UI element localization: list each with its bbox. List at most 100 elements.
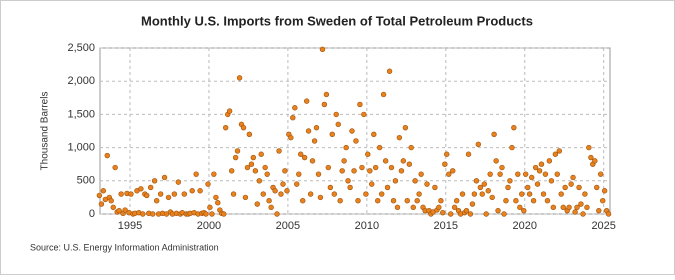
point bbox=[221, 211, 227, 217]
point bbox=[104, 152, 110, 159]
point bbox=[467, 211, 474, 217]
point bbox=[558, 191, 564, 197]
point bbox=[499, 164, 505, 171]
point bbox=[323, 91, 330, 98]
point bbox=[262, 164, 268, 171]
point bbox=[507, 178, 513, 184]
point bbox=[388, 164, 395, 171]
point bbox=[566, 204, 572, 211]
point bbox=[165, 194, 172, 201]
point bbox=[540, 191, 547, 197]
point bbox=[400, 158, 407, 164]
point bbox=[256, 178, 263, 184]
point bbox=[511, 124, 517, 131]
point bbox=[98, 201, 105, 207]
x-tick-label: 2015 bbox=[434, 220, 458, 232]
point bbox=[175, 179, 182, 185]
point bbox=[597, 171, 604, 177]
point bbox=[375, 198, 381, 204]
point bbox=[483, 211, 489, 217]
point bbox=[266, 198, 272, 204]
y-tick-label: 500 bbox=[77, 175, 95, 187]
point bbox=[376, 144, 383, 151]
point bbox=[294, 181, 300, 187]
point bbox=[353, 138, 359, 144]
point bbox=[481, 181, 488, 187]
point bbox=[584, 204, 590, 211]
point bbox=[349, 128, 355, 134]
point bbox=[477, 184, 484, 191]
point bbox=[228, 168, 235, 174]
point bbox=[369, 181, 375, 187]
point bbox=[459, 191, 466, 197]
point bbox=[505, 184, 511, 191]
point bbox=[532, 164, 539, 171]
point bbox=[96, 192, 103, 199]
point bbox=[300, 198, 306, 204]
source: Source: U.S. Energy Information Administ… bbox=[30, 242, 219, 252]
x-tick-label: 2025 bbox=[591, 220, 615, 232]
point bbox=[521, 207, 527, 214]
point bbox=[503, 198, 509, 204]
point bbox=[410, 204, 416, 211]
point bbox=[230, 191, 237, 197]
point bbox=[390, 198, 397, 204]
point bbox=[473, 178, 480, 184]
point bbox=[386, 68, 393, 74]
point bbox=[384, 184, 391, 191]
point bbox=[534, 181, 541, 187]
point bbox=[296, 171, 302, 177]
point bbox=[151, 178, 158, 184]
point bbox=[321, 101, 328, 108]
point bbox=[600, 198, 606, 204]
chart-title: Monthly U.S. Imports from Sweden of Tota… bbox=[141, 13, 533, 28]
point bbox=[442, 161, 448, 167]
point bbox=[501, 211, 507, 217]
point bbox=[264, 171, 270, 177]
point bbox=[347, 184, 353, 191]
x-tick-label: 2005 bbox=[276, 220, 300, 232]
point bbox=[572, 209, 578, 215]
point bbox=[446, 171, 452, 177]
point bbox=[290, 115, 296, 121]
point bbox=[394, 204, 401, 211]
point bbox=[554, 171, 560, 177]
point bbox=[542, 171, 549, 177]
point bbox=[258, 151, 264, 157]
point bbox=[327, 184, 334, 191]
point bbox=[144, 192, 150, 199]
point bbox=[453, 198, 460, 204]
point bbox=[213, 194, 219, 201]
point bbox=[408, 144, 414, 151]
point bbox=[205, 181, 211, 187]
point bbox=[246, 131, 253, 138]
point bbox=[371, 131, 377, 138]
point bbox=[574, 204, 580, 211]
point bbox=[465, 151, 472, 157]
point bbox=[546, 158, 553, 164]
point bbox=[544, 198, 551, 204]
point bbox=[412, 178, 418, 184]
point bbox=[378, 191, 385, 197]
point bbox=[252, 168, 259, 174]
point bbox=[248, 161, 255, 167]
point bbox=[509, 144, 515, 151]
point bbox=[487, 171, 493, 177]
point bbox=[525, 184, 531, 191]
point bbox=[522, 171, 529, 177]
point bbox=[171, 191, 178, 197]
point bbox=[140, 211, 146, 217]
point bbox=[367, 168, 373, 174]
point bbox=[313, 124, 320, 131]
point bbox=[576, 184, 582, 191]
point bbox=[497, 171, 503, 177]
point bbox=[311, 138, 318, 144]
point bbox=[402, 124, 409, 131]
point bbox=[398, 168, 405, 174]
point bbox=[601, 188, 608, 194]
point bbox=[594, 184, 600, 191]
point bbox=[276, 148, 282, 154]
point bbox=[122, 207, 128, 213]
point bbox=[592, 158, 598, 164]
